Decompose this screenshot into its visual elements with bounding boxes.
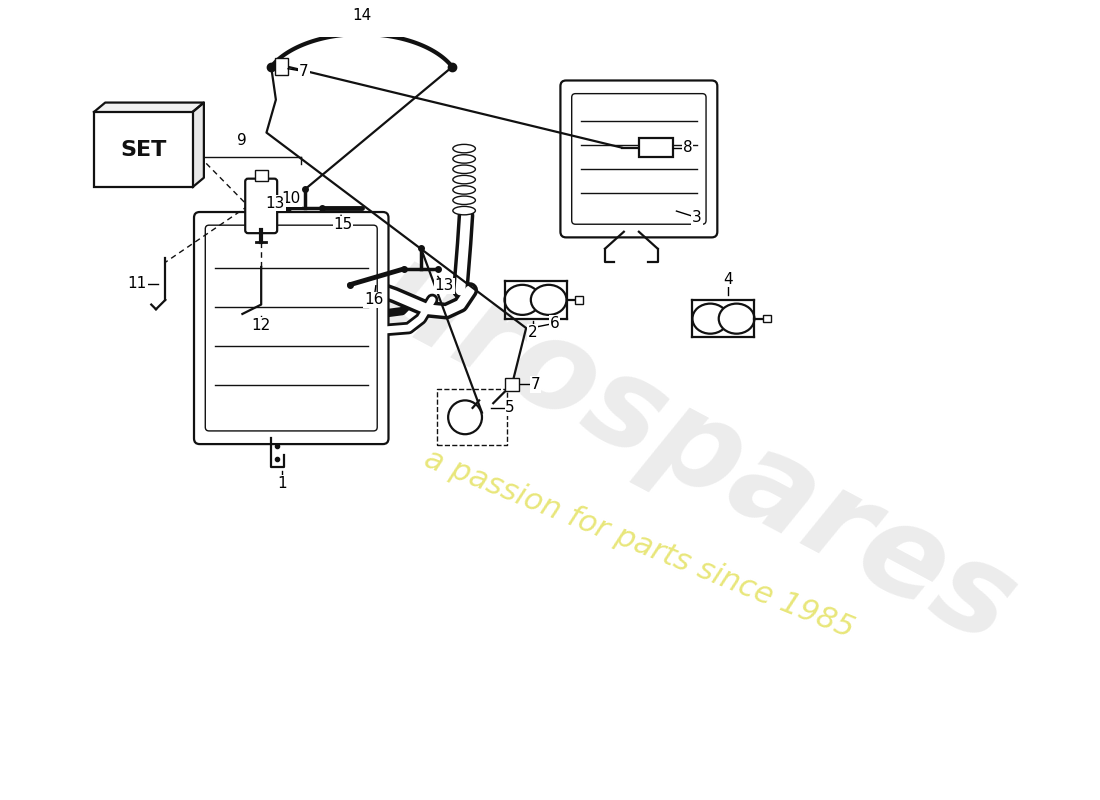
Bar bbox=[763, 315, 771, 322]
FancyBboxPatch shape bbox=[560, 81, 717, 238]
FancyBboxPatch shape bbox=[245, 178, 277, 233]
Text: 7: 7 bbox=[299, 64, 309, 79]
Text: 5: 5 bbox=[505, 401, 515, 415]
Text: 1: 1 bbox=[277, 476, 287, 491]
Text: SET: SET bbox=[120, 139, 166, 159]
FancyBboxPatch shape bbox=[194, 212, 388, 444]
Ellipse shape bbox=[453, 154, 475, 163]
Ellipse shape bbox=[453, 206, 475, 215]
Text: 15: 15 bbox=[333, 218, 352, 232]
Text: 8: 8 bbox=[683, 140, 693, 155]
Text: 9: 9 bbox=[236, 133, 246, 148]
FancyBboxPatch shape bbox=[94, 112, 192, 187]
Ellipse shape bbox=[531, 285, 566, 315]
Text: 16: 16 bbox=[364, 292, 384, 307]
FancyBboxPatch shape bbox=[206, 225, 377, 431]
Ellipse shape bbox=[453, 144, 475, 153]
Bar bbox=[275, 58, 288, 75]
Ellipse shape bbox=[505, 285, 540, 315]
Text: 6: 6 bbox=[549, 316, 559, 331]
Text: eurospares: eurospares bbox=[280, 193, 1035, 670]
Text: 13: 13 bbox=[434, 278, 454, 294]
Text: 2: 2 bbox=[528, 326, 538, 340]
Bar bbox=[506, 378, 518, 391]
Polygon shape bbox=[94, 102, 204, 112]
Bar bbox=[639, 138, 673, 157]
Ellipse shape bbox=[453, 165, 475, 174]
Text: 4: 4 bbox=[724, 272, 733, 286]
Text: 13: 13 bbox=[265, 195, 285, 210]
Ellipse shape bbox=[718, 304, 755, 334]
Text: 3: 3 bbox=[692, 210, 702, 225]
Text: 12: 12 bbox=[252, 318, 271, 333]
Bar bbox=[254, 170, 267, 182]
Text: 7: 7 bbox=[530, 377, 540, 392]
FancyBboxPatch shape bbox=[572, 94, 706, 224]
Ellipse shape bbox=[453, 196, 475, 205]
Polygon shape bbox=[192, 102, 204, 187]
Text: 10: 10 bbox=[282, 191, 301, 206]
Text: a passion for parts since 1985: a passion for parts since 1985 bbox=[420, 444, 858, 644]
Text: 11: 11 bbox=[128, 276, 146, 291]
Circle shape bbox=[448, 400, 482, 434]
Ellipse shape bbox=[453, 175, 475, 184]
Ellipse shape bbox=[692, 304, 728, 334]
Ellipse shape bbox=[453, 186, 475, 194]
Text: 14: 14 bbox=[352, 8, 372, 22]
Bar bbox=[575, 296, 583, 304]
